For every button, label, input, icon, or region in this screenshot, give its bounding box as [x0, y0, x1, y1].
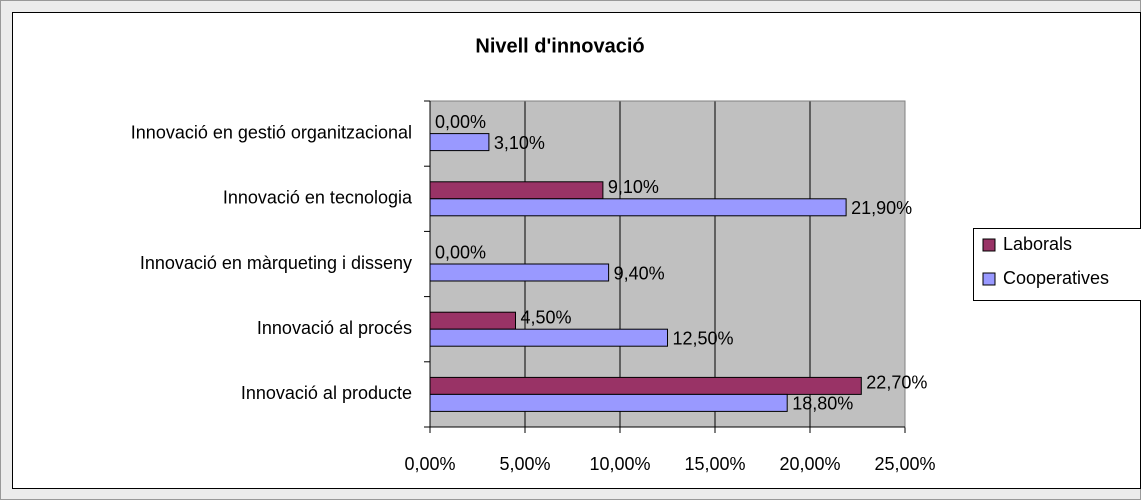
bar — [429, 376, 862, 395]
value-label: 3,10% — [494, 133, 545, 153]
value-label: 4,50% — [521, 307, 572, 327]
bar — [429, 311, 516, 330]
legend-box — [973, 228, 1141, 301]
legend-swatch — [982, 272, 996, 286]
x-tick-label: 15,00% — [684, 454, 745, 474]
y-tick-label: Innovació al procés — [257, 318, 412, 338]
value-label: 0,00% — [435, 112, 486, 132]
value-label: 22,70% — [866, 373, 927, 393]
chart-title: Nivell d'innovació — [475, 35, 644, 57]
legend-swatch — [982, 238, 996, 252]
value-label: 9,40% — [614, 263, 665, 283]
value-label: 0,00% — [435, 242, 486, 262]
bar — [429, 198, 847, 217]
y-tick-label: Innovació en gestió organitzacional — [131, 122, 412, 142]
legend-label: Laborals — [1003, 234, 1072, 254]
bar — [429, 328, 668, 347]
x-tick-label: 20,00% — [779, 454, 840, 474]
x-tick-label: 25,00% — [874, 454, 935, 474]
value-label: 12,50% — [673, 328, 734, 348]
bar — [429, 263, 610, 282]
bar — [429, 133, 490, 152]
y-tick-label: Innovació al producte — [241, 383, 412, 403]
value-label: 18,80% — [792, 394, 853, 414]
bar — [429, 393, 788, 412]
bar — [429, 181, 604, 200]
y-tick-label: Innovació en tecnologia — [223, 188, 413, 208]
x-tick-label: 5,00% — [499, 454, 550, 474]
value-label: 21,90% — [851, 198, 912, 218]
x-tick-label: 10,00% — [589, 454, 650, 474]
value-label: 9,10% — [608, 177, 659, 197]
legend-label: Cooperatives — [1003, 268, 1109, 288]
y-tick-label: Innovació en màrqueting i disseny — [140, 253, 412, 273]
x-tick-label: 0,00% — [404, 454, 455, 474]
